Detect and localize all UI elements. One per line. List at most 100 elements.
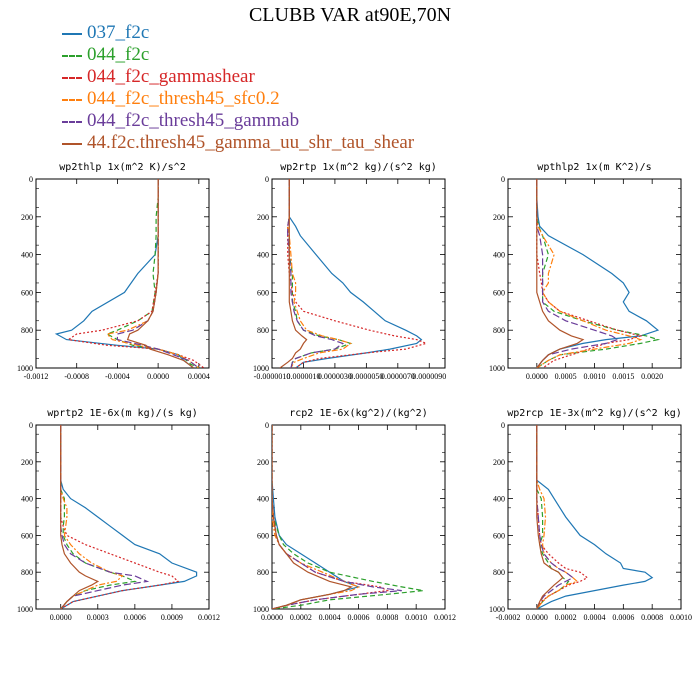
series-line: [536, 425, 654, 609]
x-tick-label: 0.0000: [147, 372, 169, 381]
legend: 037_f2c 044_f2c 044_f2c_gammashear 044_f…: [62, 22, 414, 154]
x-tick-label: 0.0000: [261, 613, 283, 622]
series-line: [67, 179, 205, 368]
y-tick-label: 800: [21, 568, 33, 577]
legend-line-swatch: [62, 54, 82, 57]
x-tick-label: -0.0002: [496, 613, 521, 622]
series-line: [536, 179, 643, 368]
series-line: [287, 179, 352, 368]
y-tick-label: 0: [265, 175, 269, 184]
x-tick-label: 0.0015: [612, 372, 634, 381]
plot-frame: [35, 178, 210, 369]
series-line: [54, 179, 195, 368]
y-tick-label: 0: [501, 421, 505, 430]
x-tick-label: 0.0009: [161, 613, 183, 622]
x-tick-label: 0.0006: [124, 613, 146, 622]
page-title: CLUBB VAR at90E,70N: [248, 4, 452, 26]
chart-panel: wp2thlp 1x(m^2 K)/s^202004006008001000-0…: [17, 162, 210, 381]
x-tick-label: 0.0000: [526, 372, 548, 381]
x-tick-label: 0.0000010: [286, 372, 320, 381]
y-tick-label: 800: [493, 568, 505, 577]
y-tick-label: 800: [257, 568, 269, 577]
series-line: [60, 425, 150, 609]
x-tick-label: 0.0004: [584, 613, 606, 622]
series-line: [287, 179, 345, 368]
y-tick-label: 200: [21, 213, 33, 222]
y-tick-label: 800: [257, 326, 269, 335]
x-tick-label: 0.0006: [612, 613, 634, 622]
y-tick-label: 1000: [17, 364, 33, 373]
panel-title: wp2thlp 1x(m^2 K)/s^2: [59, 162, 185, 173]
y-tick-label: 1000: [253, 364, 269, 373]
x-tick-label: 0.0008: [641, 613, 663, 622]
legend-line-swatch: [62, 76, 82, 79]
x-tick-label: 0.0000090: [412, 372, 446, 381]
legend-line-swatch: [62, 120, 82, 123]
series-line: [536, 179, 619, 368]
x-tick-label: 0.0000070: [381, 372, 415, 381]
legend-item: 044_f2c_gammashear: [62, 66, 414, 88]
chart-panel: rcp2 1E-6x(kg^2)/(kg^2) 0 200 400 600 800 1000…: [253, 408, 456, 622]
x-tick-label: 0.0008: [376, 613, 398, 622]
x-tick-label: 0.0002: [555, 613, 577, 622]
y-tick-label: 0: [29, 175, 33, 184]
plot-frame: [507, 424, 682, 610]
y-tick-label: 1000: [253, 605, 269, 614]
series-line: [60, 425, 198, 609]
y-tick-label: 400: [493, 251, 505, 260]
legend-line-swatch: [62, 142, 82, 145]
legend-item: 044_f2c: [62, 44, 414, 66]
chart-panel: wpthlp2 1x(m K^2)/s 0 200 400 600 800 1000 0.00…: [489, 162, 682, 381]
series-line: [287, 179, 428, 368]
series-line: [126, 179, 195, 368]
panel-title: wpthlp2 1x(m K^2)/s: [537, 162, 651, 173]
x-tick-label: 0.0002: [290, 613, 312, 622]
y-tick-label: 600: [493, 531, 505, 540]
y-tick-label: 400: [21, 251, 33, 260]
y-tick-label: 800: [493, 326, 505, 335]
x-tick-label: 0.0000050: [349, 372, 383, 381]
series-line: [536, 425, 579, 609]
chart-panel: wp2rcp 1E-3x(m^2 kg)/(s^2 kg)0 200 400 600 8…: [489, 408, 692, 622]
x-tick-label: 0.0010: [405, 613, 427, 622]
y-tick-label: 1000: [489, 605, 505, 614]
y-tick-label: 600: [257, 531, 269, 540]
plot-frame: [35, 424, 210, 610]
x-tick-label: -0.0000010: [254, 372, 291, 381]
panel-title: wp2rtp 1x(m^2 kg)/(s^2 kg): [280, 162, 437, 173]
x-tick-label: 0.0012: [198, 613, 220, 622]
series-line: [60, 425, 180, 609]
y-tick-label: 400: [21, 495, 33, 504]
series-line: [536, 179, 643, 368]
y-tick-label: 200: [493, 458, 505, 467]
series-line: [288, 179, 423, 368]
y-tick-label: 1000: [17, 605, 33, 614]
x-tick-label: -0.0004: [105, 372, 130, 381]
x-tick-label: -0.0012: [24, 372, 49, 381]
chart-panel: wp2rtp 1x(m^2 kg)/(s^2 kg) 0 200 400 600 800 1…: [253, 162, 446, 381]
y-tick-label: 400: [257, 251, 269, 260]
plot-frame: [271, 178, 446, 369]
chart-panel: wprtp2 1E-6x(m kg)/(s kg) 0 200 400 600 800 10…: [17, 408, 220, 622]
x-tick-label: 0.0000030: [318, 372, 352, 381]
y-tick-label: 800: [21, 326, 33, 335]
y-tick-label: 0: [29, 421, 33, 430]
x-tick-label: -0.0008: [64, 372, 89, 381]
series-line: [536, 425, 589, 609]
legend-line-swatch: [62, 98, 82, 101]
legend-label: 037_f2c: [87, 22, 150, 43]
series-line: [105, 179, 200, 368]
legend-label: 044_f2c_thresh45_gammab: [87, 110, 300, 131]
legend-line-swatch: [62, 32, 82, 35]
y-tick-label: 400: [493, 495, 505, 504]
legend-label: 44.f2c.thresh45_gamma_uu_shr_tau_shear: [87, 132, 415, 153]
x-tick-label: 0.0005: [555, 372, 577, 381]
panel-title: wp2rcp 1E-3x(m^2 kg)/(s^2 kg): [507, 408, 682, 419]
y-tick-label: 200: [21, 458, 33, 467]
series-line: [279, 179, 308, 368]
y-tick-label: 200: [257, 213, 269, 222]
plot-frame: [271, 424, 446, 610]
panel-title: rcp2 1E-6x(kg^2)/(kg^2): [289, 408, 427, 419]
x-tick-label: 0.0004: [188, 372, 210, 381]
